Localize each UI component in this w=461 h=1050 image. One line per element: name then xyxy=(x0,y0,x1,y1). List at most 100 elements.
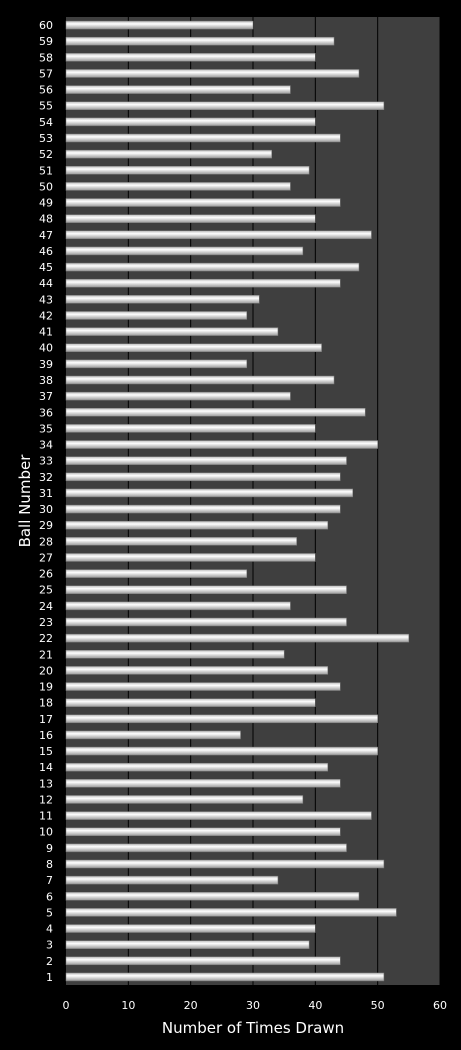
bar-ball-47 xyxy=(65,230,372,240)
y-tick-label: 9 xyxy=(46,842,53,855)
y-tick-label: 6 xyxy=(46,890,53,903)
bar-ball-31 xyxy=(65,488,353,498)
y-tick-label: 24 xyxy=(39,600,53,613)
x-tick-label: 30 xyxy=(246,999,260,1012)
y-tick-labels: 1234567891011121314151617181920212223242… xyxy=(39,19,53,984)
bar-ball-13 xyxy=(65,779,341,788)
y-tick-label: 29 xyxy=(39,519,53,532)
bar-ball-15 xyxy=(65,746,378,756)
bar-ball-29 xyxy=(65,520,329,530)
bar-ball-50 xyxy=(65,182,291,191)
y-tick-label: 13 xyxy=(39,777,53,790)
bar-ball-8 xyxy=(65,859,385,869)
bar-ball-59 xyxy=(65,36,335,46)
y-tick-label: 41 xyxy=(39,326,53,339)
bars xyxy=(65,20,410,982)
bar-ball-2 xyxy=(65,956,341,966)
bar-ball-9 xyxy=(65,843,347,853)
y-tick-label: 21 xyxy=(39,648,53,661)
y-tick-label: 35 xyxy=(39,422,53,435)
bar-ball-17 xyxy=(65,714,378,724)
y-tick-label: 53 xyxy=(39,132,53,145)
bar-ball-35 xyxy=(65,424,316,433)
bar-ball-4 xyxy=(65,924,316,933)
y-tick-label: 36 xyxy=(39,406,53,419)
bar-ball-23 xyxy=(65,617,347,627)
y-tick-label: 48 xyxy=(39,213,53,226)
y-tick-label: 43 xyxy=(39,293,53,306)
y-tick-label: 27 xyxy=(39,551,53,564)
y-tick-label: 12 xyxy=(39,793,53,806)
y-tick-label: 52 xyxy=(39,148,53,161)
bar-ball-56 xyxy=(65,85,291,94)
y-tick-label: 56 xyxy=(39,84,53,97)
y-tick-label: 3 xyxy=(46,939,53,952)
y-tick-label: 15 xyxy=(39,745,53,758)
y-tick-label: 19 xyxy=(39,681,53,694)
y-tick-label: 54 xyxy=(39,116,53,129)
bar-ball-52 xyxy=(65,149,272,159)
y-tick-label: 58 xyxy=(39,51,53,64)
y-tick-label: 11 xyxy=(39,810,53,823)
y-tick-label: 30 xyxy=(39,503,53,516)
bar-ball-55 xyxy=(65,101,385,110)
y-tick-label: 1 xyxy=(46,971,53,984)
y-tick-label: 38 xyxy=(39,374,53,387)
y-tick-label: 20 xyxy=(39,664,53,677)
bar-ball-25 xyxy=(65,585,347,594)
x-tick-label: 60 xyxy=(433,999,447,1012)
y-tick-label: 40 xyxy=(39,342,53,355)
bar-ball-32 xyxy=(65,472,341,482)
bar-ball-28 xyxy=(65,537,297,546)
bar-ball-42 xyxy=(65,311,248,320)
bar-ball-3 xyxy=(65,940,310,949)
bar-ball-14 xyxy=(65,762,329,772)
y-tick-label: 14 xyxy=(39,761,53,774)
y-tick-label: 49 xyxy=(39,197,53,210)
y-tick-label: 37 xyxy=(39,390,53,403)
bar-ball-49 xyxy=(65,198,341,207)
y-tick-label: 7 xyxy=(46,874,53,887)
bar-ball-45 xyxy=(65,262,360,272)
x-tick-label: 0 xyxy=(63,999,70,1012)
bar-ball-58 xyxy=(65,53,316,62)
bar-ball-19 xyxy=(65,682,341,691)
y-tick-label: 45 xyxy=(39,261,53,274)
y-tick-label: 18 xyxy=(39,697,53,710)
bar-ball-48 xyxy=(65,214,316,223)
y-axis-title: Ball Number xyxy=(16,454,34,548)
bar-ball-38 xyxy=(65,375,335,385)
bar-ball-44 xyxy=(65,278,341,288)
x-tick-label: 10 xyxy=(121,999,135,1012)
bar-ball-40 xyxy=(65,343,322,352)
bar-ball-41 xyxy=(65,327,279,336)
bar-ball-11 xyxy=(65,811,372,820)
y-tick-label: 34 xyxy=(39,439,53,452)
y-tick-label: 25 xyxy=(39,584,53,597)
y-tick-label: 16 xyxy=(39,729,53,742)
bar-ball-57 xyxy=(65,69,360,78)
y-tick-label: 57 xyxy=(39,67,53,80)
y-tick-label: 4 xyxy=(46,923,53,936)
y-tick-label: 39 xyxy=(39,358,53,371)
bar-ball-22 xyxy=(65,633,410,643)
bar-ball-12 xyxy=(65,795,304,804)
bar-ball-18 xyxy=(65,698,316,707)
bar-ball-36 xyxy=(65,408,366,417)
y-tick-label: 23 xyxy=(39,616,53,629)
y-tick-label: 28 xyxy=(39,535,53,548)
bar-ball-5 xyxy=(65,908,397,917)
bar-ball-34 xyxy=(65,440,378,449)
bar-ball-43 xyxy=(65,295,260,304)
bar-ball-46 xyxy=(65,246,304,256)
y-tick-label: 2 xyxy=(46,955,53,968)
x-tick-label: 20 xyxy=(184,999,198,1012)
y-tick-label: 42 xyxy=(39,309,53,322)
bar-ball-7 xyxy=(65,875,279,885)
bar-ball-39 xyxy=(65,359,248,369)
y-tick-label: 55 xyxy=(39,100,53,113)
bar-ball-53 xyxy=(65,133,341,143)
x-tick-label: 40 xyxy=(308,999,322,1012)
bar-ball-6 xyxy=(65,892,360,901)
